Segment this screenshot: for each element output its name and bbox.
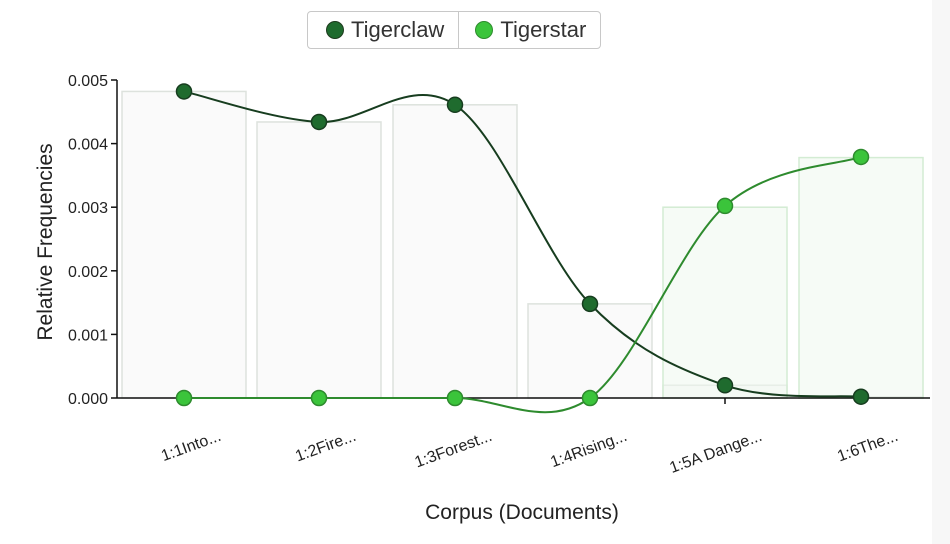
bar-layer [121,90,924,399]
y-tick-label-3: 0.003 [68,200,108,217]
bar-tigerstar-5 [662,206,788,399]
y-tick-label-4: 0.004 [68,137,108,154]
point-tigerclaw-5 [716,377,734,394]
point-tigerclaw-3 [446,96,464,114]
bar-tigerstar-6 [798,156,924,399]
x-axis-title: Corpus (Documents) [425,501,619,524]
x-tick-label-2: 1:3Forest... [413,428,495,472]
legend-label-tigerclaw: Tigerclaw [351,17,445,42]
point-tigerclaw-6 [852,388,870,405]
point-tigerstar-2 [310,389,328,407]
y-tick-label-1: 0.001 [68,327,108,344]
bar-tigerclaw-1 [121,90,247,399]
x-tick-label-1: 1:2Fire... [293,428,358,466]
y-axis-title: Relative Frequencies [34,143,57,340]
y-tick-label-5: 0.005 [68,73,108,90]
point-tigerclaw-4 [581,295,599,313]
legend-label-tigerstar: Tigerstar [500,17,587,42]
x-tick-label-4: 1:5A Dange... [667,428,764,477]
legend-item-tigerstar[interactable]: Tigerstar [458,12,600,48]
legend-item-tigerclaw[interactable]: Tigerclaw [308,12,458,48]
tigerstar-swatch-icon [475,21,494,39]
point-tigerstar-6 [852,148,870,166]
bar-tigerclaw-2 [256,121,382,399]
point-tigerstar-4 [581,389,599,407]
bar-tigerclaw-3 [392,104,518,399]
x-tick-label-0: 1:1Into... [159,428,223,465]
point-tigerclaw-2 [310,113,328,131]
tigerclaw-swatch-icon [326,21,344,39]
y-tick-label-0: 0.000 [68,391,108,408]
x-tick-label-5: 1:6The... [835,428,900,466]
point-tigerstar-3 [446,389,464,407]
x-tick-label-3: 1:4Rising... [548,428,629,471]
point-tigerstar-5 [716,197,734,215]
y-tick-label-2: 0.002 [68,264,108,281]
point-tigerstar-1 [175,389,193,407]
legend: Tigerclaw Tigerstar [307,11,602,49]
point-tigerclaw-1 [175,83,193,100]
point-layer [175,83,870,407]
bar-tigerclaw-4 [527,303,653,399]
